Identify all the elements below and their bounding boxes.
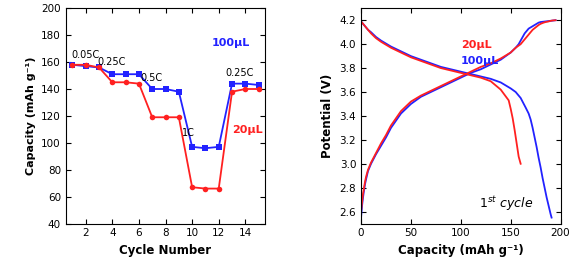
Text: 100μL: 100μL — [461, 57, 499, 67]
Text: 20μL: 20μL — [461, 40, 491, 50]
Text: 0.25C: 0.25C — [225, 68, 254, 78]
Text: 0.5C: 0.5C — [140, 73, 162, 83]
Y-axis label: Capacity (mAh g⁻¹): Capacity (mAh g⁻¹) — [26, 57, 35, 175]
Text: $1^{st}$ cycle: $1^{st}$ cycle — [479, 195, 533, 213]
Text: 100μL: 100μL — [212, 38, 251, 48]
X-axis label: Cycle Number: Cycle Number — [120, 244, 212, 257]
Text: 0.25C: 0.25C — [98, 57, 126, 67]
Text: 0.05C: 0.05C — [71, 50, 100, 60]
Text: 1C: 1C — [181, 128, 194, 138]
Text: 20μL: 20μL — [232, 125, 263, 136]
Y-axis label: Potential (V): Potential (V) — [321, 74, 334, 158]
X-axis label: Capacity (mAh g⁻¹): Capacity (mAh g⁻¹) — [398, 244, 524, 257]
